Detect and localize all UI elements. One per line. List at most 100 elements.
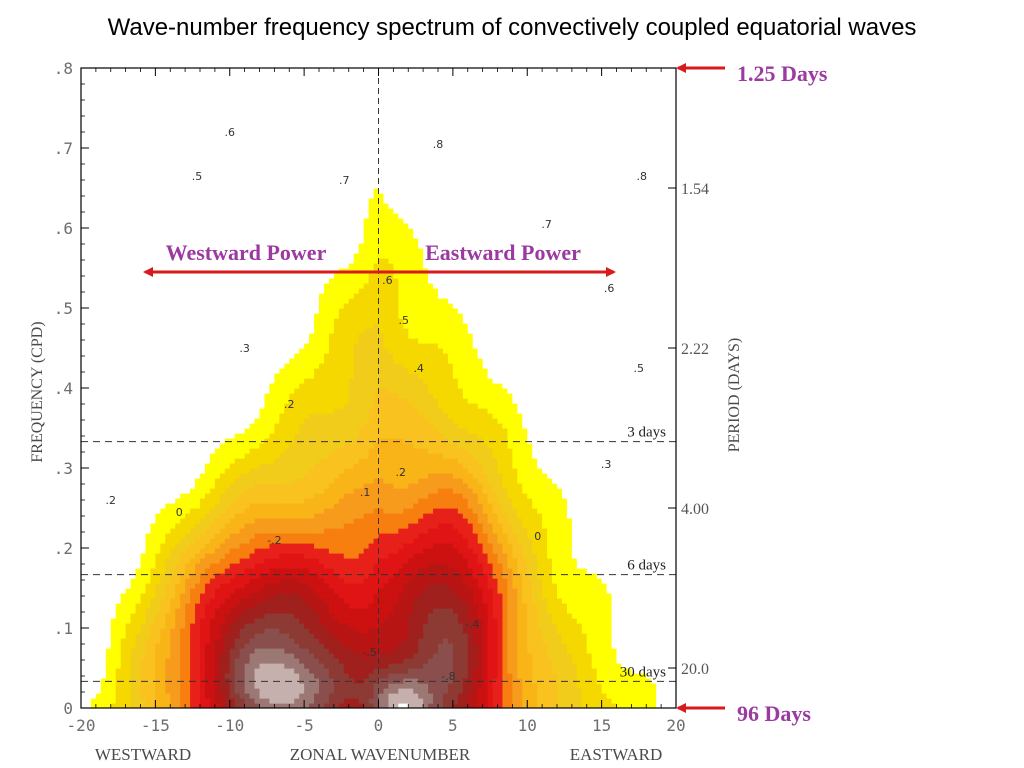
contour-cell <box>274 603 280 609</box>
contour-cell <box>204 643 211 649</box>
contour-cell <box>666 683 672 689</box>
contour-cell <box>532 698 538 704</box>
contour-cell <box>492 633 499 639</box>
contour-cell <box>378 608 385 614</box>
contour-cell <box>85 528 92 534</box>
contour-cell <box>175 538 181 544</box>
contour-cell <box>398 643 404 649</box>
contour-cell <box>130 528 137 534</box>
contour-cell <box>552 698 558 704</box>
contour-cell <box>566 523 573 529</box>
contour-cell <box>155 623 161 629</box>
contour-cell <box>373 558 380 564</box>
contour-cell <box>408 523 414 529</box>
contour-cell <box>581 523 588 529</box>
contour-cell <box>571 663 578 669</box>
contour-cell <box>333 628 340 634</box>
contour-cell <box>145 498 152 504</box>
contour-cell <box>224 643 231 649</box>
contour-cell <box>269 703 275 708</box>
contour-cell <box>224 598 231 604</box>
contour-cell <box>611 563 618 569</box>
contour-cell <box>373 508 380 514</box>
contour-cell <box>561 573 568 579</box>
contour-cell <box>323 633 330 639</box>
contour-cell <box>636 538 642 544</box>
contour-cell <box>497 518 504 524</box>
contour-cell <box>571 573 578 579</box>
contour-cell <box>557 603 563 609</box>
contour-cell <box>447 538 454 544</box>
contour-cell <box>557 633 563 639</box>
contour-cell <box>259 523 266 529</box>
contour-cell <box>105 633 112 639</box>
contour-cell <box>636 573 642 579</box>
contour-cell <box>279 633 285 639</box>
contour-cell <box>656 568 662 574</box>
contour-cell <box>542 688 548 694</box>
contour-cell <box>522 693 528 699</box>
contour-cell <box>527 513 533 519</box>
contour-cell <box>185 508 191 514</box>
contour-cell <box>269 543 275 549</box>
contour-cell <box>631 648 637 654</box>
contour-cell <box>219 688 226 694</box>
contour-cell <box>472 578 479 584</box>
contour-cell <box>403 648 409 654</box>
contour-cell <box>249 663 256 669</box>
contour-cell <box>616 668 623 674</box>
contour-cell <box>254 598 261 604</box>
contour-cell <box>190 553 196 559</box>
contour-cell <box>249 583 256 589</box>
contour-cell <box>517 558 523 564</box>
contour-cell <box>472 633 479 639</box>
contour-cell <box>413 503 419 509</box>
contour-cell <box>666 548 672 554</box>
contour-cell <box>611 603 618 609</box>
contour-cell <box>457 668 464 674</box>
contour-cell <box>244 643 251 649</box>
contour-cell <box>383 503 390 509</box>
contour-cell <box>125 653 132 659</box>
contour-cell <box>105 543 112 549</box>
contour-cell <box>244 693 251 699</box>
contour-cell <box>626 558 632 564</box>
contour-cell <box>532 508 538 514</box>
contour-cell <box>249 523 256 529</box>
contour-cell <box>452 678 459 684</box>
contour-cell <box>130 598 137 604</box>
contour-cell <box>378 643 385 649</box>
contour-cell <box>532 518 538 524</box>
contour-cell <box>532 693 538 699</box>
contour-cell <box>115 548 122 554</box>
contour-cell <box>537 503 543 509</box>
contour-cell <box>517 593 523 599</box>
contour-cell <box>651 703 657 708</box>
contour-cell <box>254 553 261 559</box>
contour-cell <box>95 528 102 534</box>
contour-cell <box>279 628 285 634</box>
contour-cell <box>606 603 613 609</box>
contour-cell <box>571 533 578 539</box>
contour-cell <box>289 663 295 669</box>
contour-cell <box>244 523 251 529</box>
contour-cell <box>527 693 533 699</box>
contour-cell <box>145 548 152 554</box>
contour-cell <box>234 623 241 629</box>
contour-cell <box>224 533 231 539</box>
contour-cell <box>433 538 439 544</box>
contour-cell <box>616 563 623 569</box>
contour-cell <box>319 693 325 699</box>
contour-cell <box>512 603 518 609</box>
contour-cell <box>393 558 399 564</box>
contour-cell <box>135 548 142 554</box>
contour-cell <box>274 548 280 554</box>
contour-cell <box>85 578 92 584</box>
contour-cell <box>586 663 593 669</box>
contour-cell <box>537 678 543 684</box>
contour-cell <box>671 628 676 634</box>
contour-cell <box>611 518 618 524</box>
contour-cell <box>279 683 285 689</box>
contour-cell <box>200 543 206 549</box>
contour-cell <box>542 573 548 579</box>
